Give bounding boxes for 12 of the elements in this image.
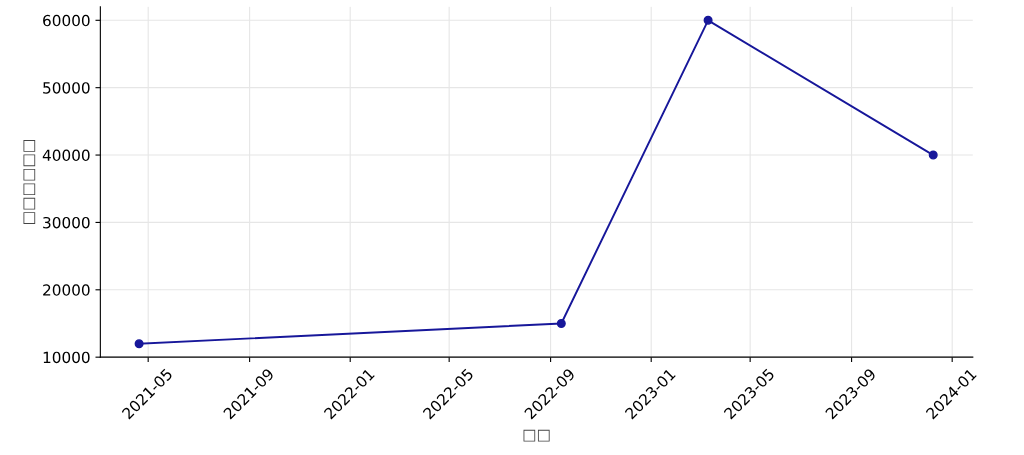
y-tick-label: 50000 — [43, 82, 90, 94]
y-tick-label: 60000 — [43, 14, 90, 27]
y-tick-label: 20000 — [43, 284, 90, 296]
point — [556, 318, 566, 329]
x-axis-title: □□ — [523, 429, 550, 442]
point — [703, 15, 713, 25]
point — [134, 339, 144, 349]
y-axis-title: □□□□□□ — [23, 140, 36, 224]
y-tick-label: 10000 — [43, 351, 90, 364]
y-tick-label: 30000 — [43, 216, 90, 229]
y-tick-label: 40000 — [42, 149, 90, 162]
point — [928, 150, 938, 160]
